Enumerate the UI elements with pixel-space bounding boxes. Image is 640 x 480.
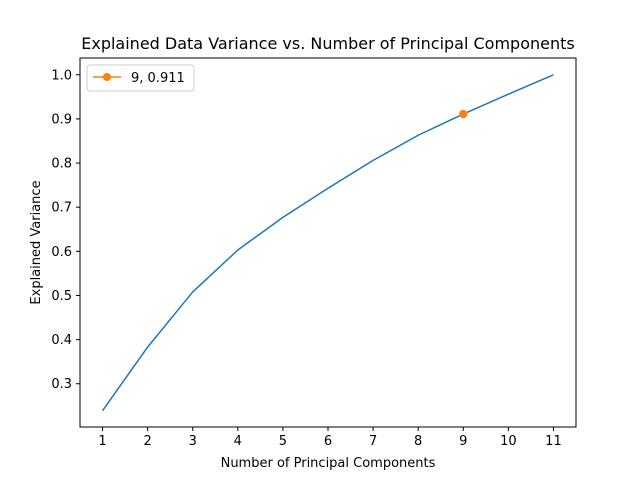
y-tick-label: 0.3 bbox=[51, 377, 72, 392]
x-tick-label: 5 bbox=[279, 434, 287, 449]
x-axis-ticks: 1 2 3 4 5 6 7 8 9 10 11 bbox=[98, 427, 562, 449]
highlight-layer bbox=[459, 109, 468, 119]
x-tick-label: 2 bbox=[143, 434, 151, 449]
y-tick-label: 0.9 bbox=[51, 112, 72, 127]
y-tick-label: 0.8 bbox=[51, 157, 72, 172]
x-tick-label: 1 bbox=[98, 434, 106, 449]
plot-area: 1 2 3 4 5 6 7 8 9 10 11 0.3 0.4 0.5 0.6 0.7 0.8 0.9 1.0 bbox=[51, 57, 577, 449]
x-tick-label: 3 bbox=[189, 434, 197, 449]
legend: 9, 0.911 bbox=[86, 64, 195, 92]
x-tick-label: 9 bbox=[459, 434, 467, 449]
x-tick-label: 10 bbox=[500, 434, 517, 449]
highlight-point bbox=[459, 109, 468, 119]
y-tick-label: 0.7 bbox=[51, 201, 72, 216]
x-tick-label: 7 bbox=[369, 434, 377, 449]
x-axis-label: Number of Principal Components bbox=[221, 456, 436, 471]
y-tick-label: 0.4 bbox=[51, 333, 72, 348]
series-layer bbox=[101, 74, 554, 412]
y-axis-label: Explained Variance bbox=[29, 180, 44, 304]
legend-box bbox=[86, 64, 195, 92]
y-axis-ticks: 0.3 0.4 0.5 0.6 0.7 0.8 0.9 1.0 bbox=[51, 68, 80, 392]
y-tick-label: 0.5 bbox=[51, 289, 72, 304]
y-tick-label: 0.6 bbox=[51, 245, 72, 260]
series-line bbox=[101, 74, 554, 412]
x-tick-label: 4 bbox=[234, 434, 242, 449]
chart-title: Explained Data Variance vs. Number of Pr… bbox=[81, 34, 574, 53]
x-tick-label: 8 bbox=[414, 434, 422, 449]
x-tick-label: 6 bbox=[324, 434, 332, 449]
y-tick-label: 1.0 bbox=[51, 68, 72, 83]
legend-label: 9, 0.911 bbox=[131, 71, 185, 86]
legend-series-marker bbox=[103, 73, 111, 81]
x-tick-label: 11 bbox=[545, 434, 562, 449]
